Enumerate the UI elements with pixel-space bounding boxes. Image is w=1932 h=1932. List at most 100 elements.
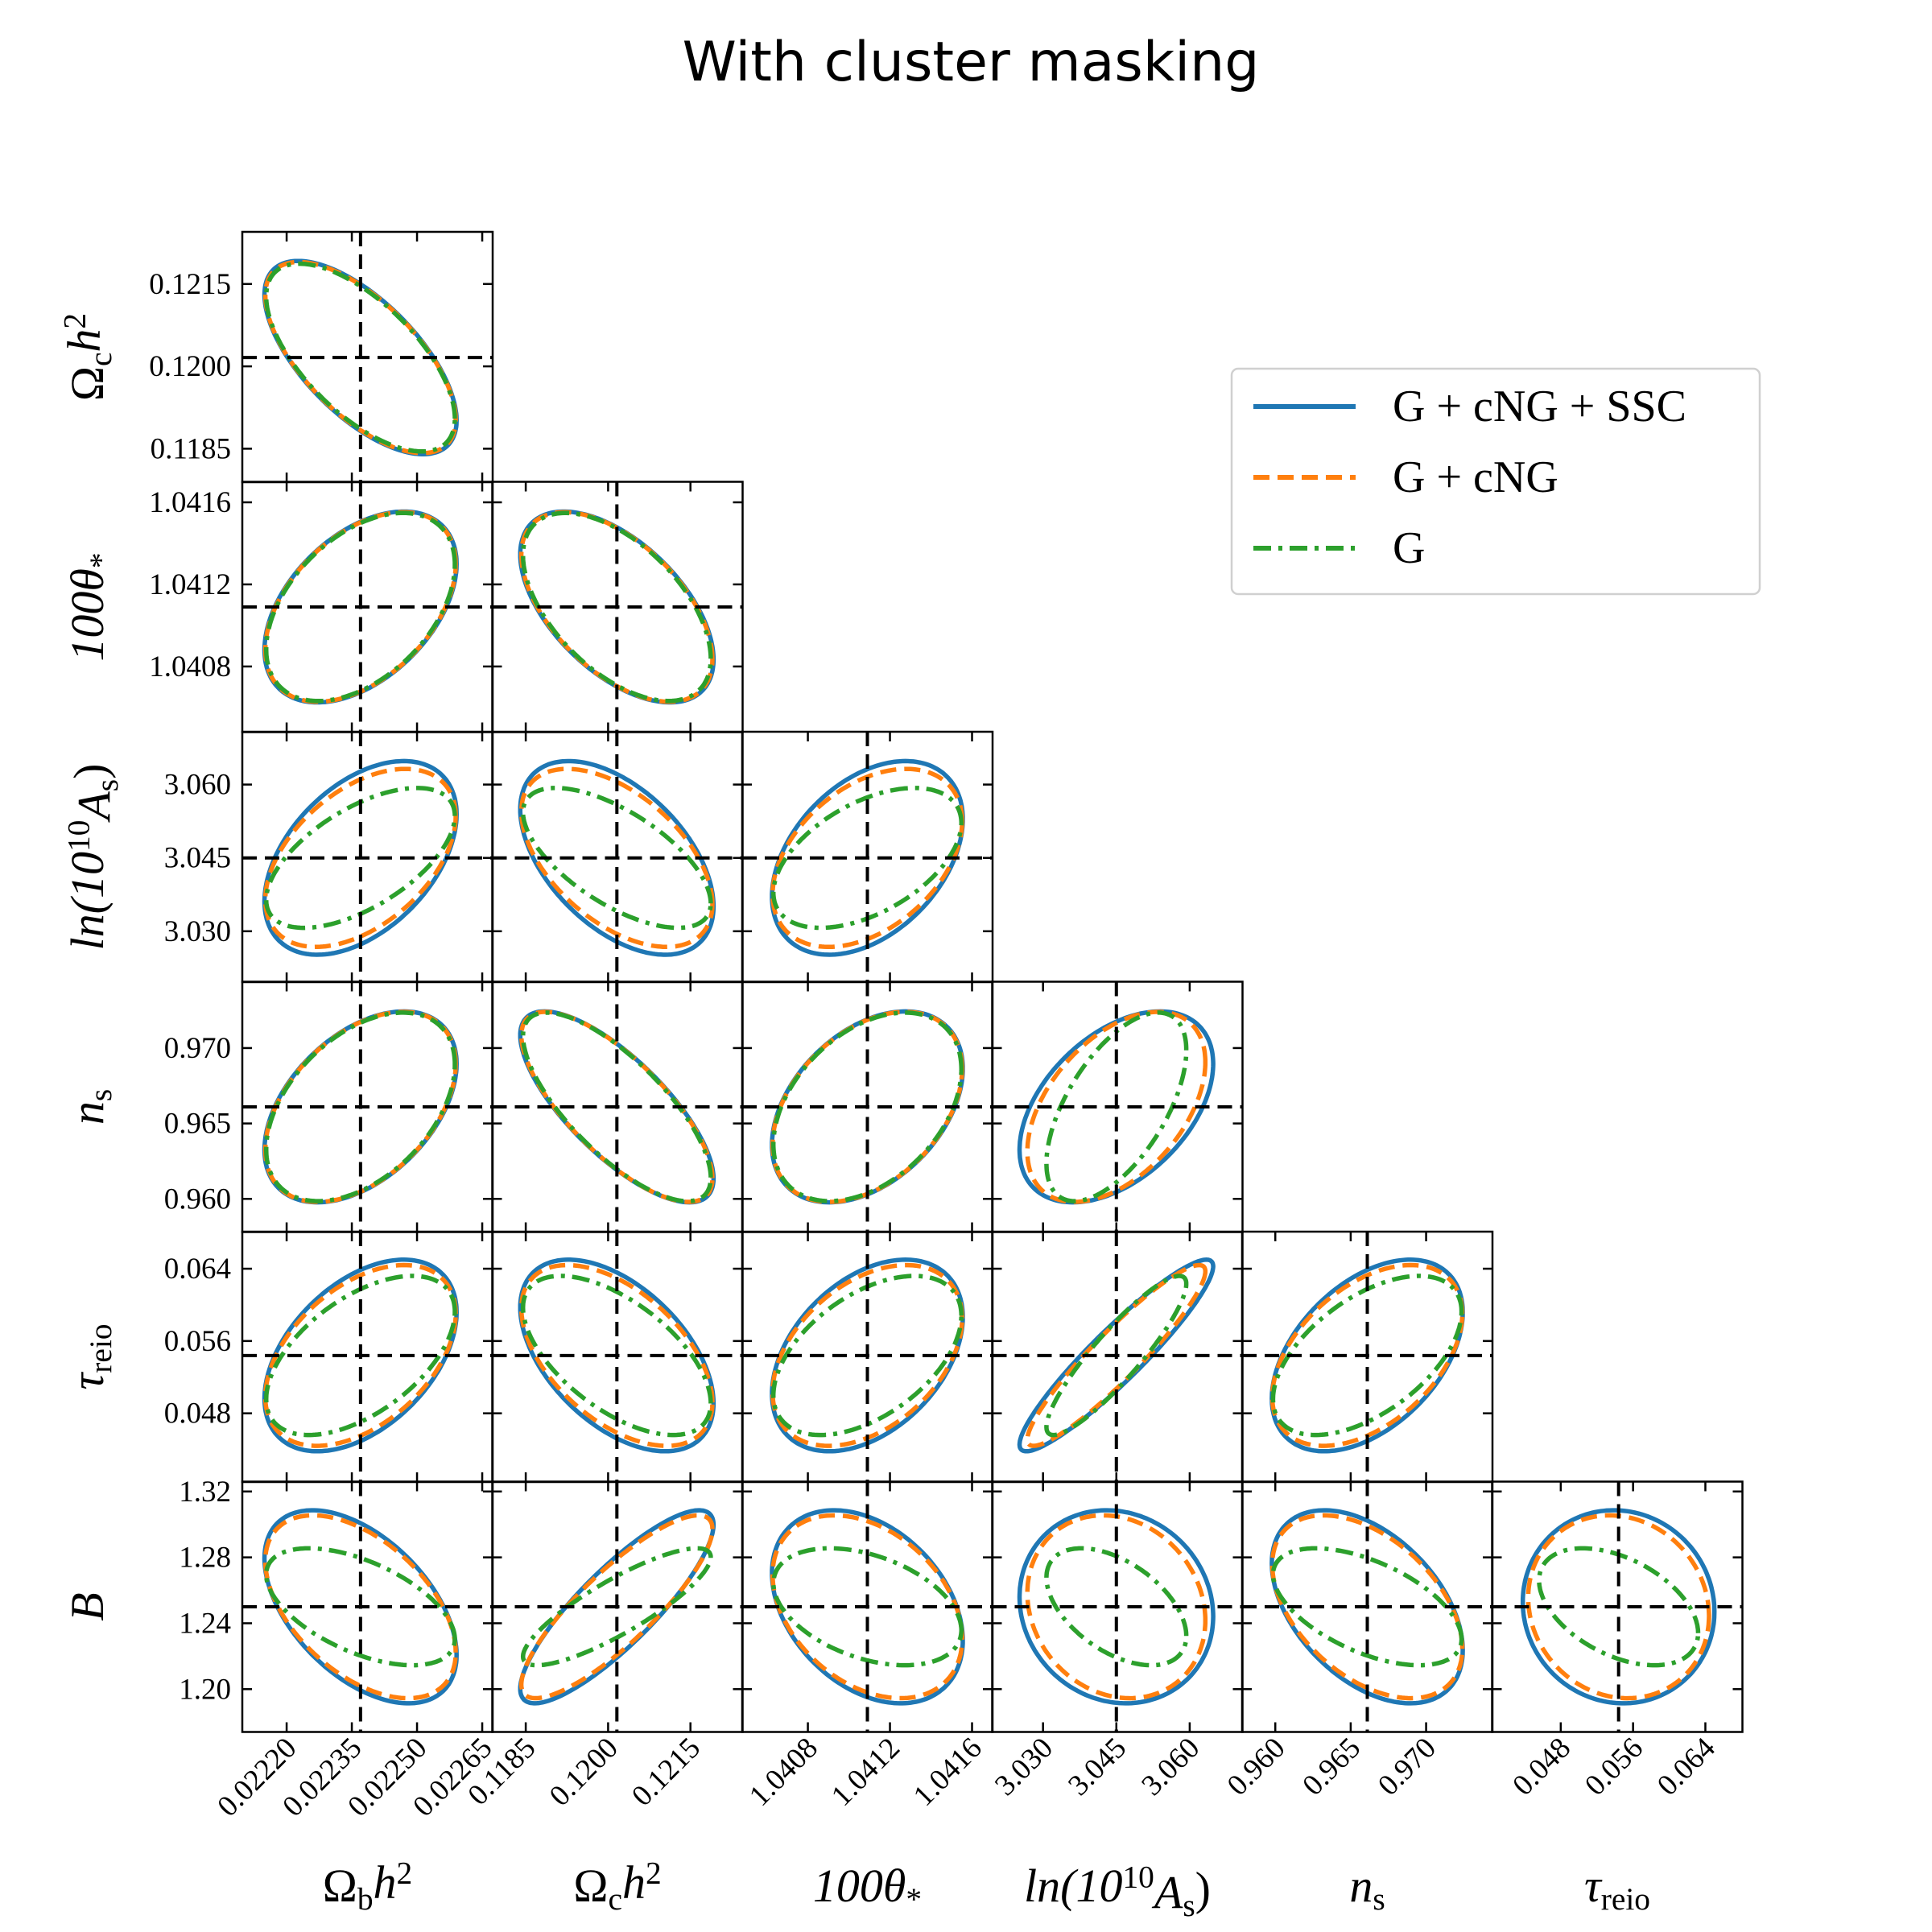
y-tick-label: 3.030 <box>164 915 231 948</box>
panel-theta-vs-lnAs <box>741 730 994 984</box>
contour-g <box>263 1546 457 1668</box>
contour-g <box>770 1010 964 1203</box>
contour-g <box>520 786 713 931</box>
panel-omega_b-vs-lnAs <box>241 730 494 984</box>
contour-g-cng <box>1025 1262 1208 1448</box>
y-tick-label: 1.24 <box>179 1607 231 1640</box>
x-tick-label: 1.0416 <box>907 1732 989 1813</box>
panel-lnAs-vs-B <box>991 1480 1244 1733</box>
x-axis-label-tau: τreio <box>1584 1860 1650 1917</box>
y-tick-label: 1.0412 <box>149 568 231 601</box>
y-tick-label: 0.1215 <box>149 268 231 301</box>
y-tick-label: 1.20 <box>179 1673 231 1706</box>
contour-g <box>1270 1546 1464 1668</box>
panel-lnAs-vs-ns <box>991 980 1244 1233</box>
legend-label: G + cNG + SSC <box>1393 382 1686 431</box>
legend-frame <box>1230 367 1761 596</box>
legend-item: G <box>1253 523 1425 573</box>
panel-ns-vs-tau <box>1241 1230 1494 1484</box>
contour-g <box>770 1274 964 1438</box>
panel-theta-vs-ns <box>741 980 994 1233</box>
x-tick-label: 3.060 <box>1135 1732 1206 1802</box>
contour-g-cng <box>262 766 458 950</box>
panel-omega_c-vs-theta <box>491 481 744 733</box>
contour-g-cng <box>518 1262 715 1448</box>
contour-g <box>770 1546 964 1668</box>
contour-g-cng <box>1525 1513 1711 1701</box>
y-tick-label: 0.1200 <box>149 350 231 383</box>
x-tick-label: 0.970 <box>1372 1732 1443 1802</box>
contour-g-cng <box>262 1513 458 1701</box>
y-axis-label-lnAs: ln(1010As) <box>60 764 125 951</box>
panel-lnAs-vs-tau <box>991 1230 1244 1484</box>
contour-g <box>263 1274 457 1438</box>
contour-g <box>1537 1546 1701 1668</box>
contour-g <box>263 1010 457 1203</box>
y-axis-label-omega_c: Ωch2 <box>57 313 118 401</box>
panel-tau-vs-B <box>1491 1480 1744 1733</box>
y-tick-label: 0.048 <box>164 1397 231 1430</box>
contour-g-cng-ssc <box>1520 1508 1717 1706</box>
x-tick-label: 3.045 <box>1062 1732 1133 1802</box>
contour-g-cng-ssc <box>770 1508 965 1706</box>
x-tick-label: 0.048 <box>1506 1732 1577 1802</box>
panel-theta-vs-B <box>741 1480 994 1733</box>
y-tick-label: 0.1185 <box>151 432 231 465</box>
y-tick-label: 0.970 <box>164 1032 231 1065</box>
x-tick-label: 1.0412 <box>825 1732 906 1813</box>
panel-ns-vs-B <box>1241 1480 1494 1733</box>
x-axis-label-omega_c: Ωch2 <box>573 1856 661 1917</box>
x-axis-label-theta: 100θ* <box>813 1860 922 1917</box>
x-axis-label-ns: ns <box>1349 1860 1385 1917</box>
contour-g-cng <box>518 1513 715 1701</box>
x-axis-label-omega_b: Ωbh2 <box>323 1856 413 1917</box>
y-tick-label: 3.045 <box>164 842 231 875</box>
panel-omega_b-vs-omega_c <box>241 230 494 484</box>
contour-g-cng <box>770 766 965 950</box>
x-axis-label-lnAs: ln(1010As) <box>1024 1859 1211 1923</box>
contour-g <box>263 510 457 704</box>
y-tick-label: 0.960 <box>164 1183 231 1216</box>
panel-frame <box>1491 1480 1744 1733</box>
contour-g-cng-ssc <box>518 758 716 957</box>
panel-omega_b-vs-B <box>241 1480 494 1733</box>
panel-omega_c-vs-tau <box>491 1230 744 1484</box>
y-tick-label: 1.28 <box>179 1542 231 1575</box>
legend-item: G + cNG <box>1253 452 1558 502</box>
legend-label: G + cNG <box>1393 452 1558 502</box>
y-axis-label-ns: ns <box>61 1089 118 1125</box>
panel-theta-vs-tau <box>741 1230 994 1484</box>
x-tick-label: 0.1215 <box>625 1732 707 1813</box>
y-tick-label: 0.064 <box>164 1253 231 1286</box>
y-axis-label-tau: τreio <box>61 1323 118 1389</box>
contour-g <box>770 786 964 931</box>
y-axis-label-theta: 100θ* <box>61 552 118 661</box>
panel-omega_b-vs-theta <box>241 481 494 733</box>
legend-label: G <box>1393 523 1425 573</box>
x-tick-label: 0.965 <box>1296 1732 1367 1802</box>
panel-omega_b-vs-tau <box>241 1230 494 1484</box>
contour-g-cng <box>1269 1513 1465 1701</box>
panel-omega_b-vs-ns <box>241 980 494 1233</box>
contour-g-cng-ssc <box>1017 1508 1216 1706</box>
contour-g-cng <box>1025 1513 1208 1701</box>
panel-omega_c-vs-B <box>491 1480 744 1733</box>
legend: G + cNG + SSC G + cNG G <box>1230 367 1761 596</box>
contour-g-cng <box>518 510 715 704</box>
contour-g-cng <box>1269 1262 1465 1448</box>
contour-g-cng <box>518 766 715 950</box>
panel-omega_c-vs-lnAs <box>491 730 744 984</box>
contour-g-cng <box>770 1262 965 1448</box>
x-tick-label: 0.960 <box>1221 1732 1292 1802</box>
y-tick-label: 3.060 <box>164 769 231 802</box>
y-axis-label-B: B <box>61 1592 114 1620</box>
contour-g-cng <box>262 1262 458 1448</box>
contour-g <box>1044 1274 1189 1438</box>
contour-g <box>1044 1546 1189 1668</box>
y-tick-label: 0.056 <box>164 1325 231 1358</box>
x-tick-label: 0.064 <box>1651 1732 1722 1802</box>
panel-omega_c-vs-ns <box>491 980 744 1233</box>
x-tick-label: 1.0408 <box>743 1732 824 1813</box>
